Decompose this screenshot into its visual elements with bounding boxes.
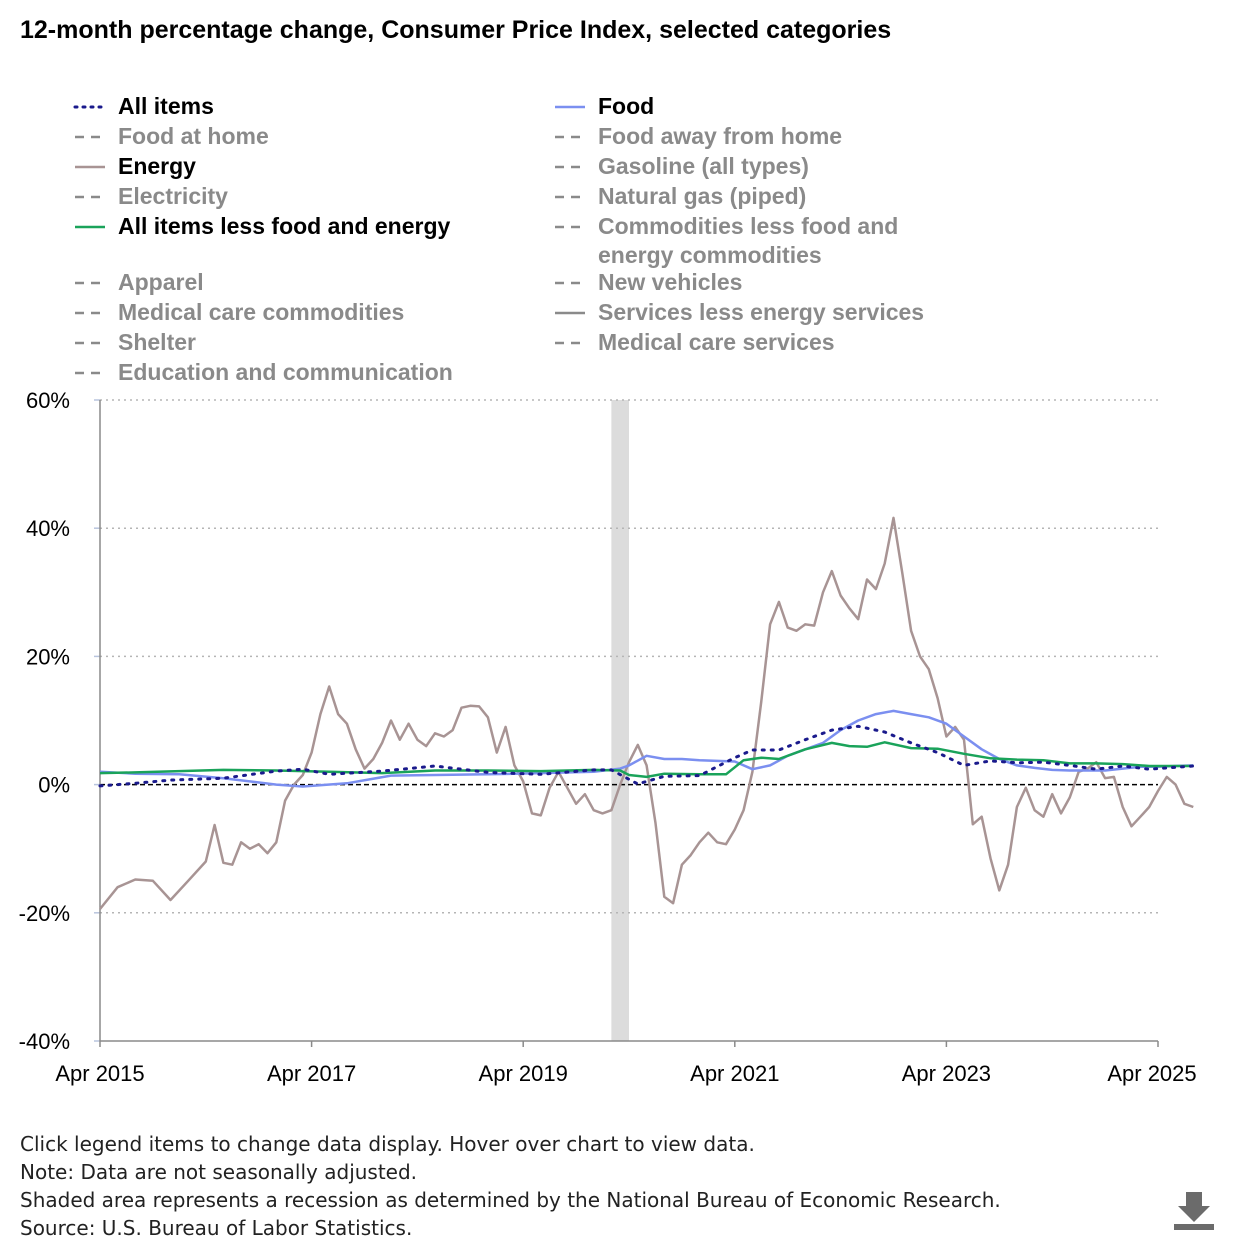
legend-label: Natural gas (piped) [598, 183, 807, 209]
legend-swatch-icon [75, 135, 105, 139]
download-icon[interactable] [1172, 1190, 1216, 1232]
chart-notes: Click legend items to change data displa… [20, 1130, 1001, 1242]
legend-item-education-and-communication[interactable]: Education and communication [72, 358, 453, 387]
note-recession: Shaded area represents a recession as de… [20, 1188, 1001, 1212]
x-tick-label: Apr 2025 [1107, 1061, 1196, 1086]
legend-item-all-items-less-food-and-energy[interactable]: All items less food and energy [72, 212, 450, 241]
legend-label: All items less food and energy [118, 213, 451, 239]
legend-item-apparel[interactable]: Apparel [72, 268, 204, 297]
legend: All items Food Food at home Food away from … [72, 92, 1072, 392]
legend-item-medical-care-services[interactable]: Medical care services [552, 328, 972, 357]
legend-label: Services less energy services [598, 299, 925, 325]
legend-swatch-icon [75, 311, 105, 315]
legend-label: Shelter [118, 329, 196, 355]
series-line-energy [99, 516, 1194, 910]
recession-shading [611, 400, 629, 1041]
x-tick-label: Apr 2015 [55, 1061, 144, 1086]
legend-swatch-icon [555, 105, 585, 109]
legend-swatch-icon [555, 311, 585, 315]
legend-label: Medical care services [598, 329, 835, 355]
legend-item-gasoline-all-types[interactable]: Gasoline (all types) [552, 152, 972, 181]
legend-label: Apparel [118, 269, 204, 295]
legend-swatch-icon [75, 225, 105, 229]
legend-swatch-icon [75, 371, 105, 375]
legend-label: Energy [118, 153, 196, 179]
legend-item-all-items[interactable]: All items [72, 92, 214, 121]
legend-swatch-icon [555, 281, 585, 285]
y-tick-label: 40% [26, 516, 70, 541]
legend-item-electricity[interactable]: Electricity [72, 182, 228, 211]
legend-item-food-away-from-home[interactable]: Food away from home [552, 122, 972, 151]
legend-item-food-at-home[interactable]: Food at home [72, 122, 269, 151]
legend-label: Electricity [118, 183, 228, 209]
legend-swatch-icon [555, 225, 585, 229]
legend-item-new-vehicles[interactable]: New vehicles [552, 268, 972, 297]
legend-item-medical-care-commodities[interactable]: Medical care commodities [72, 298, 404, 327]
legend-swatch-icon [555, 341, 585, 345]
note-instructions: Click legend items to change data displa… [20, 1132, 755, 1156]
legend-item-food[interactable]: Food [552, 92, 972, 121]
legend-label: Education and communication [118, 359, 453, 385]
y-tick-label: 0% [38, 773, 70, 798]
legend-item-shelter[interactable]: Shelter [72, 328, 196, 357]
legend-swatch-icon [75, 281, 105, 285]
legend-label: Food away from home [598, 123, 843, 149]
legend-label: Food [598, 93, 655, 119]
legend-label: Commodities less food and energy commodi… [598, 213, 899, 268]
legend-label: New vehicles [598, 269, 743, 295]
series-line-all-items-less-food-and-energy [99, 741, 1194, 779]
legend-swatch-icon [75, 341, 105, 345]
chart-plot[interactable]: 60% 40% 20% 0% -20% -40% Apr 2015 Apr 2017 Apr 2… [0, 390, 1240, 1090]
y-tick-label: -40% [19, 1029, 70, 1054]
y-tick-label: 20% [26, 644, 70, 669]
legend-swatch-icon [555, 165, 585, 169]
x-tick-label: Apr 2017 [267, 1061, 356, 1086]
x-tick-label: Apr 2021 [690, 1061, 779, 1086]
legend-swatch-icon [555, 135, 585, 139]
legend-label: Medical care commodities [118, 299, 405, 325]
series-line-food [99, 709, 1194, 788]
chart-title: 12-month percentage change, Consumer Pri… [20, 16, 892, 44]
legend-label: Food at home [118, 123, 269, 149]
legend-label: All items [118, 93, 214, 119]
note-seasonal: Note: Data are not seasonally adjusted. [20, 1160, 418, 1184]
legend-swatch-icon [555, 195, 585, 199]
y-tick-label: -20% [19, 901, 70, 926]
legend-item-natural-gas-piped[interactable]: Natural gas (piped) [552, 182, 972, 211]
legend-swatch-icon [75, 195, 105, 199]
y-tick-label: 60% [26, 390, 70, 413]
note-source: Source: U.S. Bureau of Labor Statistics. [20, 1216, 413, 1240]
legend-swatch-icon [73, 105, 107, 109]
legend-item-services-less-energy-services[interactable]: Services less energy services [552, 298, 972, 327]
legend-label: Gasoline (all types) [598, 153, 809, 179]
legend-item-commodities-less-food-and-energy-commodities[interactable]: Commodities less food and energy commodi… [552, 212, 972, 270]
x-tick-label: Apr 2023 [902, 1061, 991, 1086]
x-tick-label: Apr 2019 [479, 1061, 568, 1086]
legend-swatch-icon [75, 165, 105, 169]
series-line-all-items [98, 724, 1195, 788]
legend-item-energy[interactable]: Energy [72, 152, 196, 181]
